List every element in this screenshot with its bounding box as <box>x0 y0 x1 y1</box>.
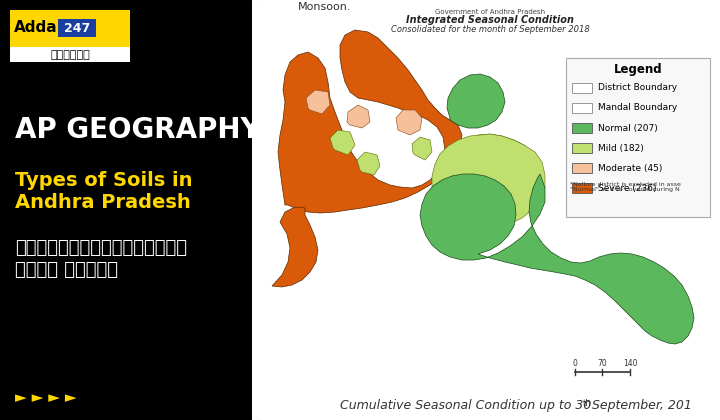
Text: th: th <box>583 399 592 407</box>
Text: నేలల రకాలు: నేలల రకాలు <box>15 261 118 279</box>
FancyBboxPatch shape <box>10 10 130 48</box>
Text: District Boundary: District Boundary <box>598 84 677 92</box>
FancyBboxPatch shape <box>58 19 96 37</box>
FancyBboxPatch shape <box>572 183 592 193</box>
Text: Monsoon.: Monsoon. <box>298 2 351 12</box>
FancyBboxPatch shape <box>572 163 592 173</box>
Text: Andhra Pradesh: Andhra Pradesh <box>15 192 191 212</box>
Text: ► ► ► ►: ► ► ► ► <box>15 391 76 405</box>
FancyBboxPatch shape <box>572 143 592 153</box>
Text: AP GEOGRAPHY: AP GEOGRAPHY <box>15 116 261 144</box>
Text: Adda: Adda <box>14 19 58 34</box>
Polygon shape <box>330 130 355 155</box>
Text: Cumulative Seasonal Condition up to 30: Cumulative Seasonal Condition up to 30 <box>340 399 591 412</box>
Text: తెలుగు: తెలుగు <box>50 50 90 60</box>
FancyBboxPatch shape <box>566 58 710 217</box>
Text: Legend: Legend <box>613 63 662 76</box>
Text: *Nellore district is excluded in asse
"Normal" as it is  covered during N: *Nellore district is excluded in asse "N… <box>570 181 681 192</box>
Text: 70: 70 <box>597 359 607 368</box>
Text: Consolidated for the month of September 2018: Consolidated for the month of September … <box>391 24 590 34</box>
Text: Integrated Seasonal Condition: Integrated Seasonal Condition <box>406 15 574 25</box>
Polygon shape <box>396 110 422 135</box>
Polygon shape <box>447 74 505 128</box>
Bar <box>0 0 252 420</box>
Text: September, 201: September, 201 <box>588 399 692 412</box>
Text: Mandal Boundary: Mandal Boundary <box>598 103 678 113</box>
FancyBboxPatch shape <box>10 47 130 62</box>
Polygon shape <box>306 90 330 114</box>
Polygon shape <box>420 174 694 344</box>
Polygon shape <box>278 30 462 213</box>
Text: Normal (207): Normal (207) <box>598 123 658 132</box>
Polygon shape <box>357 152 380 175</box>
Text: Severe (236): Severe (236) <box>598 184 657 192</box>
Text: 0: 0 <box>572 359 577 368</box>
Text: Government of Andhra Pradesh: Government of Andhra Pradesh <box>435 9 545 15</box>
FancyBboxPatch shape <box>572 103 592 113</box>
FancyBboxPatch shape <box>572 123 592 133</box>
Bar <box>265 0 720 420</box>
Text: 247: 247 <box>64 21 90 34</box>
Text: ఆంధ్రప్రదేశ్లోని: ఆంధ్రప్రదేశ్లోని <box>15 239 187 257</box>
Polygon shape <box>272 207 318 287</box>
Polygon shape <box>443 134 540 200</box>
Text: Mild (182): Mild (182) <box>598 144 644 152</box>
Text: Types of Soils in: Types of Soils in <box>15 171 192 189</box>
Circle shape <box>42 0 462 420</box>
Polygon shape <box>412 137 432 160</box>
Text: 140: 140 <box>623 359 637 368</box>
FancyBboxPatch shape <box>572 83 592 93</box>
Polygon shape <box>432 134 545 230</box>
Text: Moderate (45): Moderate (45) <box>598 163 662 173</box>
Polygon shape <box>347 105 370 128</box>
